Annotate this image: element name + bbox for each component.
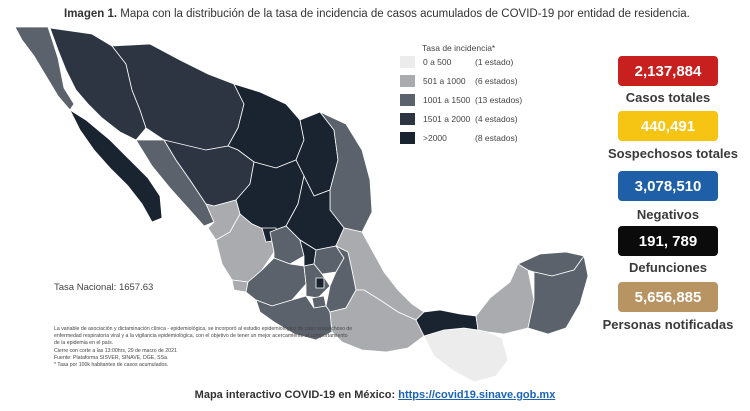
stat-value-personas-notificadas: 5,656,885 xyxy=(618,282,718,312)
legend-title: Tasa de incidencia* xyxy=(422,43,496,53)
stat-label-personas-notificadas: Personas notificadas xyxy=(602,317,734,332)
stat-value-casos-totales: 2,137,884 xyxy=(618,56,718,86)
stat-label-defunciones: Defunciones xyxy=(628,260,707,275)
legend-count: (6 estados) xyxy=(475,75,518,86)
legend-item: 0 a 500 (1 estado) xyxy=(400,55,513,68)
legend-swatch xyxy=(400,112,415,125)
footer: Mapa interactivo COVID-19 en México: htt… xyxy=(0,389,750,401)
legend-count: (1 estado) xyxy=(475,56,514,67)
legend-range: 1501 a 2000 xyxy=(423,113,471,124)
state-cdmx xyxy=(315,277,325,289)
footer-text: Mapa interactivo COVID-19 en México: xyxy=(194,389,396,401)
legend-count: (4 estados) xyxy=(475,113,518,124)
tasa-nacional: Tasa Nacional: 1657.63 xyxy=(54,282,154,293)
legend-item: 501 a 1000 (6 estados) xyxy=(400,74,518,87)
state-campeche xyxy=(475,263,535,335)
legend-item: >2000 (8 estados) xyxy=(400,131,518,144)
legend-swatch xyxy=(400,131,415,144)
stat-label-sospechosos: Sospechosos totales xyxy=(607,146,739,161)
legend-range: 0 a 500 xyxy=(423,56,452,67)
methodology-notes: La variable de asociación y dictaminació… xyxy=(54,326,354,369)
state-quintana-roo xyxy=(527,255,589,335)
legend-count: (8 estados) xyxy=(475,132,518,143)
note-source: Fuente: Plataforma SISVER, SINAVE, DGE, … xyxy=(54,355,169,362)
legend-range: 501 a 1000 xyxy=(423,75,466,86)
legend-item: 1501 a 2000 (4 estados) xyxy=(400,112,518,125)
footer-link[interactable]: https://covid19.sinave.gob.mx xyxy=(398,389,556,401)
stat-label-negativos: Negativos xyxy=(636,207,700,222)
state-tabasco xyxy=(415,309,479,337)
note-paragraph: La variable de asociación y dictaminació… xyxy=(54,326,353,346)
note-rate: * Tasa por 100k habitantes de casos acum… xyxy=(54,361,169,368)
stat-value-sospechosos: 440,491 xyxy=(618,111,718,141)
caption-text: Mapa con la distribución de la tasa de i… xyxy=(120,8,690,20)
stat-label-casos-totales: Casos totales xyxy=(625,90,711,105)
figure-caption: Imagen 1. Mapa con la distribución de la… xyxy=(64,8,690,20)
state-colima xyxy=(231,279,249,293)
legend-swatch xyxy=(400,55,415,68)
stat-value-defunciones: 191, 789 xyxy=(618,226,718,256)
state-chiapas xyxy=(423,327,509,383)
legend-swatch xyxy=(400,74,415,87)
stat-value-negativos: 3,078,510 xyxy=(618,171,718,201)
legend-swatch xyxy=(400,93,415,106)
legend-range: >2000 xyxy=(423,132,447,143)
caption-prefix: Imagen 1. xyxy=(64,8,118,20)
note-cutoff: Cierre con corte a las 13:00hrs, 29 de m… xyxy=(54,348,177,355)
state-baja-california-sur xyxy=(69,108,163,223)
legend-count: (13 estados) xyxy=(475,94,523,105)
legend-item: 1001 a 1500 (13 estados) xyxy=(400,93,522,106)
legend-range: 1001 a 1500 xyxy=(423,94,471,105)
state-guanajuato xyxy=(269,225,305,265)
mexico-choropleth-map xyxy=(14,26,589,383)
